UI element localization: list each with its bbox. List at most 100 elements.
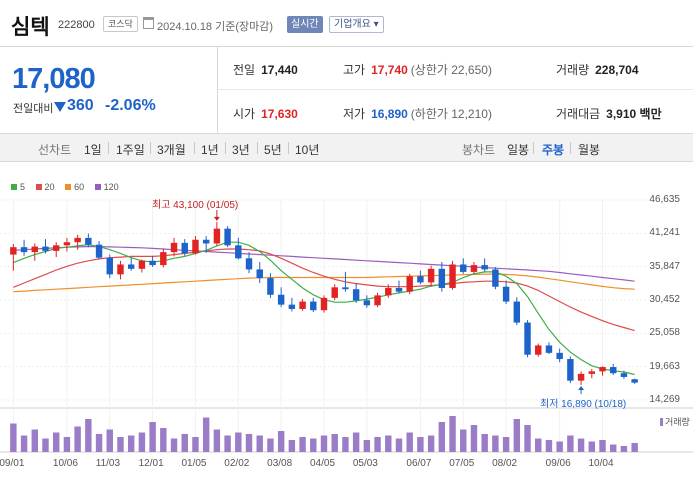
candle [556,352,563,360]
candle [481,265,488,270]
volume-bar [138,432,146,452]
volume-bar [449,416,456,452]
volume-bar [331,434,338,452]
tab-1y[interactable]: 1년 [201,143,219,157]
volume-bar [149,422,156,452]
down-triangle-icon [54,102,66,112]
trade-amount: 거래대금 3,910 백만 [556,107,662,121]
volume-bar [160,428,167,452]
volume-bar [438,422,446,452]
low-arrow-head [578,385,585,390]
x-tick-label: 02/02 [224,458,250,469]
candle [245,258,253,270]
price-chart[interactable]: 46,635 41,241 35,847 30,452 25,058 19,663 14,2… [0,190,693,482]
volume-bar [106,429,113,452]
candle [117,264,124,275]
tab-3y[interactable]: 3년 [232,143,250,157]
candlestick-plot[interactable] [0,190,693,482]
candle [192,239,199,254]
volume-bar [170,438,178,452]
y-tick-label: 35,847 [649,260,680,272]
volume-bar [127,435,135,452]
candle [85,237,92,245]
price-change-pct: -2.06% [105,97,156,114]
x-tick-label: 10/06 [52,458,78,469]
ma120-line [13,245,635,282]
volume-bar [267,438,274,452]
candle [492,269,499,287]
y-tick-label: 46,635 [649,194,680,205]
volume-bar [524,425,531,452]
tab-weekly[interactable]: 주봉 [542,143,565,157]
volume-bar [288,440,296,452]
tab-10y[interactable]: 10년 [295,143,320,157]
volume-bar [620,446,628,452]
change-label: 전일대비 [13,103,54,115]
volume-bar [610,444,617,452]
candle [374,295,381,306]
ma-legend: 5 20 60 120 [11,182,127,192]
candle [267,278,274,295]
volume-bar [63,437,71,452]
volume-bar [470,425,478,452]
volume-bar [256,435,263,452]
tab-5y[interactable]: 5년 [264,143,282,157]
tab-3m[interactable]: 3개월 [157,143,186,157]
stock-code: 222800 [58,19,95,31]
tab-1d[interactable]: 1일 [84,143,102,157]
ma60-line [13,273,635,293]
candle [74,237,81,243]
candle [213,228,221,244]
candle [63,242,71,246]
volume-bar [363,440,371,452]
candle [42,246,49,251]
candle [149,260,156,266]
high-annotation: 최고 43,100 (01/05) [152,200,239,211]
stock-header: 심텍 222800 코스닥 2024.10.18 기준(장마감) 실시간 기업개… [0,0,693,46]
company-overview-dropdown[interactable]: 기업개요 ▾ [329,16,384,33]
market-badge: 코스닥 [103,16,138,32]
candle-chart-label: 봉차트 [462,143,496,157]
candle [202,239,210,244]
divider [533,142,534,154]
candle [331,287,338,298]
volume-bar [310,438,317,452]
volume-bar [545,440,553,452]
tab-1w[interactable]: 1주일 [116,143,145,157]
realtime-button[interactable]: 실시간 [287,16,323,33]
volume-bar [427,435,435,452]
candle [342,287,349,290]
y-tick-label: 19,663 [649,360,680,372]
tab-monthly[interactable]: 월봉 [578,143,601,157]
volume-bar [417,437,424,452]
candle [470,265,478,272]
x-tick-label: 07/05 [449,458,475,469]
candle [449,264,456,288]
candle [106,257,113,275]
low-annotation: 최저 16,890 (10/18) [540,399,627,410]
candle [535,345,542,355]
x-tick-label: 10/04 [588,458,614,469]
volume-bar [95,434,103,452]
divider [257,142,258,154]
x-tick-label: 05/03 [352,458,378,469]
volume-bar [492,435,499,452]
x-tick-label: 08/02 [492,458,518,469]
candle [310,301,317,311]
calendar-icon [143,17,154,29]
x-tick-label: 09/01 [0,458,25,469]
tab-daily[interactable]: 일봉 [507,143,530,157]
divider [225,142,226,154]
candle [95,244,103,258]
candle [524,322,531,355]
candle [160,252,167,266]
x-tick-label: 06/07 [406,458,432,469]
divider [108,142,109,154]
candle [545,345,553,353]
candle [620,373,628,377]
x-tick-label: 11/03 [95,458,121,469]
volume-bar [181,434,188,452]
x-tick-label: 03/08 [267,458,293,469]
legend-ma20: 20 [35,182,55,192]
y-tick-label: 41,241 [649,227,680,239]
